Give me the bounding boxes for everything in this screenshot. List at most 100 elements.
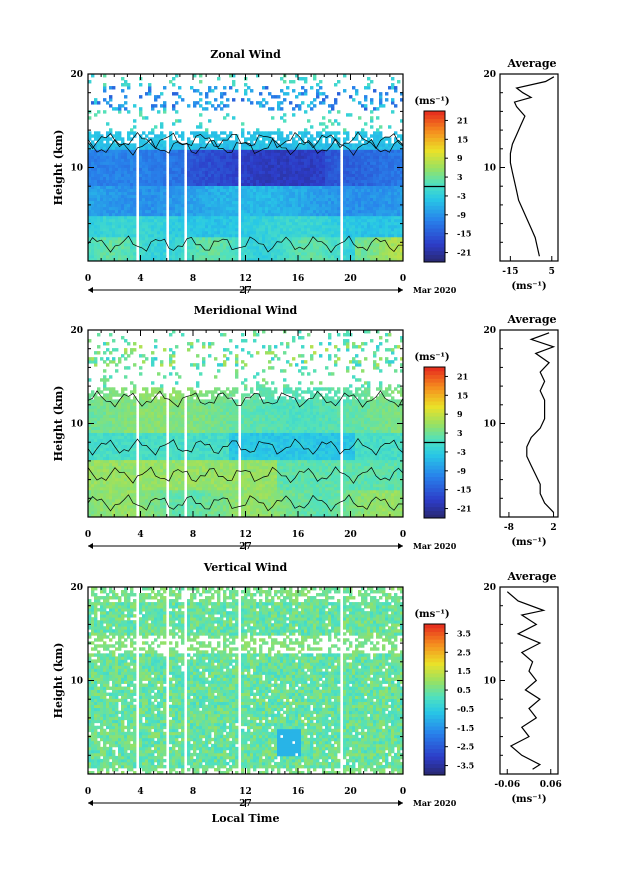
- y-axis-label: Height (km): [52, 386, 65, 462]
- profile-x-label: (ms⁻¹): [511, 794, 546, 805]
- profile-x-tick-label: -8: [504, 523, 514, 533]
- x-tick-label: 0: [400, 787, 406, 797]
- x-tick-label: 12: [239, 787, 252, 797]
- colorbar-tick-label: 21: [457, 115, 468, 125]
- colorbar-tick-label: 15: [457, 390, 468, 400]
- y-tick-label: 20: [70, 70, 83, 80]
- profile-line: [526, 332, 556, 513]
- profile-frame: [499, 586, 559, 775]
- colorbar-tick-label: -15: [457, 485, 471, 495]
- colorbar-tick-label: 2.5: [457, 647, 471, 657]
- x-tick-label: 8: [190, 274, 196, 284]
- colorbar-tick-label: -15: [457, 229, 471, 239]
- colorbar-tick-label: -9: [457, 210, 466, 220]
- colorbar: 21 15 9 3 -3 -9 -15 -21: [423, 366, 471, 519]
- profile-y-tick-label: 20: [483, 583, 496, 593]
- y-tick-label: 20: [70, 326, 83, 336]
- colorbar-tick-label: -0.5: [457, 704, 474, 714]
- profile-y-tick-label: 20: [483, 70, 496, 80]
- colorbar-tick-label: 3: [457, 428, 463, 438]
- profile-x-tick-label: 5: [549, 267, 555, 277]
- date-label: 27: [239, 286, 252, 296]
- profile-x-tick-label: -15: [502, 267, 518, 277]
- colorbar-tick-label: 9: [457, 153, 463, 163]
- x-tick-label: 0: [85, 274, 91, 284]
- profile-frame: [499, 73, 559, 262]
- colorbar-tick-label: -3.5: [457, 761, 474, 771]
- colorbar-unit-label: (ms⁻¹): [414, 609, 449, 620]
- colorbar: 21 15 9 3 -3 -9 -15 -21: [423, 110, 471, 263]
- profile-title: Average: [506, 57, 556, 70]
- profile-title: Average: [506, 570, 556, 583]
- heatmap-cells: [88, 587, 404, 775]
- x-tick-label: 20: [344, 530, 357, 540]
- chart-title: Zonal Wind: [210, 48, 281, 61]
- colorbar-tick-label: -9: [457, 466, 466, 476]
- x-tick-label: 20: [344, 787, 357, 797]
- date-axis-arrow: [398, 800, 403, 806]
- colorbar-tick-label: -2.5: [457, 742, 474, 752]
- date-axis-arrow: [398, 543, 403, 549]
- x-tick-label: 12: [239, 274, 252, 284]
- colorbar-tick-label: 3: [457, 172, 463, 182]
- profile-y-tick-label: 10: [483, 677, 496, 687]
- colorbar-tick-label: -21: [457, 248, 471, 258]
- colorbar-tick-label: -21: [457, 504, 471, 514]
- profile-x-tick-label: 2: [550, 523, 556, 533]
- x-tick-label: 16: [292, 274, 305, 284]
- x-tick-label: 12: [239, 530, 252, 540]
- colorbar-frame: [423, 623, 446, 776]
- contour-lines: [87, 390, 404, 512]
- x-tick-label: 0: [400, 274, 406, 284]
- x-tick-label: 0: [400, 530, 406, 540]
- date-axis-arrow: [88, 543, 93, 549]
- profile-x-label: (ms⁻¹): [511, 281, 546, 292]
- x-tick-label: 4: [137, 787, 143, 797]
- colorbar-unit-label: (ms⁻¹): [414, 352, 449, 363]
- profile-x-tick-label: 0.06: [540, 780, 562, 790]
- colorbar-tick-label: 21: [457, 371, 468, 381]
- month-label: Mar 2020: [413, 285, 457, 295]
- x-tick-label: 16: [292, 787, 305, 797]
- month-label: Mar 2020: [413, 541, 457, 551]
- profile-y-tick-label: 10: [483, 164, 496, 174]
- x-tick-label: 8: [190, 787, 196, 797]
- panel-vertical: Vertical Wind 0 4 8 12 16 20 0 10 20 Height (km) 27…: [52, 561, 562, 825]
- date-axis-arrow: [88, 287, 93, 293]
- x-tick-label: 20: [344, 274, 357, 284]
- profile-y-tick-label: 20: [483, 326, 496, 336]
- y-axis-label: Height (km): [52, 643, 65, 719]
- colorbar-tick-label: 15: [457, 134, 468, 144]
- date-label: 27: [239, 799, 252, 809]
- colorbar-tick-label: 1.5: [457, 666, 471, 676]
- y-tick-label: 20: [70, 583, 83, 593]
- colorbar-tick-label: -3: [457, 447, 466, 457]
- x-tick-label: 0: [85, 530, 91, 540]
- date-axis-arrow: [398, 287, 403, 293]
- average-profile: Average 10 20 -15 5(ms⁻¹): [483, 57, 559, 292]
- y-tick-label: 10: [70, 164, 83, 174]
- x-tick-label: 8: [190, 530, 196, 540]
- colorbar-tick-label: 9: [457, 409, 463, 419]
- profile-line: [506, 591, 546, 770]
- panel-zonal: Zonal Wind 0 4 8 12 16 20 0 10 20 Height (km) 27 Mar…: [52, 48, 559, 296]
- profile-x-tick-label: -0.06: [494, 780, 520, 790]
- x-tick-label: 16: [292, 530, 305, 540]
- panel-meridional: Meridional Wind 0 4 8 12 16 20 0 10 20 Height (km)…: [52, 304, 559, 552]
- x-axis-label: Local Time: [212, 812, 280, 825]
- profile-line: [509, 76, 555, 257]
- profile-x-label: (ms⁻¹): [511, 537, 546, 548]
- month-label: Mar 2020: [413, 798, 457, 808]
- profile-title: Average: [506, 313, 556, 326]
- average-profile: Average 10 20 -8 2 (ms⁻¹): [483, 313, 559, 548]
- y-tick-label: 10: [70, 677, 83, 687]
- colorbar-tick-label: 3.5: [457, 628, 471, 638]
- contour-lines: [87, 131, 404, 254]
- colorbar-unit-label: (ms⁻¹): [414, 96, 449, 107]
- y-axis-label: Height (km): [52, 130, 65, 206]
- date-axis-arrow: [88, 800, 93, 806]
- average-profile: Average 10 20 -0.06 0.06 (ms⁻¹): [483, 570, 561, 805]
- x-tick-label: 4: [137, 274, 143, 284]
- y-tick-label: 10: [70, 420, 83, 430]
